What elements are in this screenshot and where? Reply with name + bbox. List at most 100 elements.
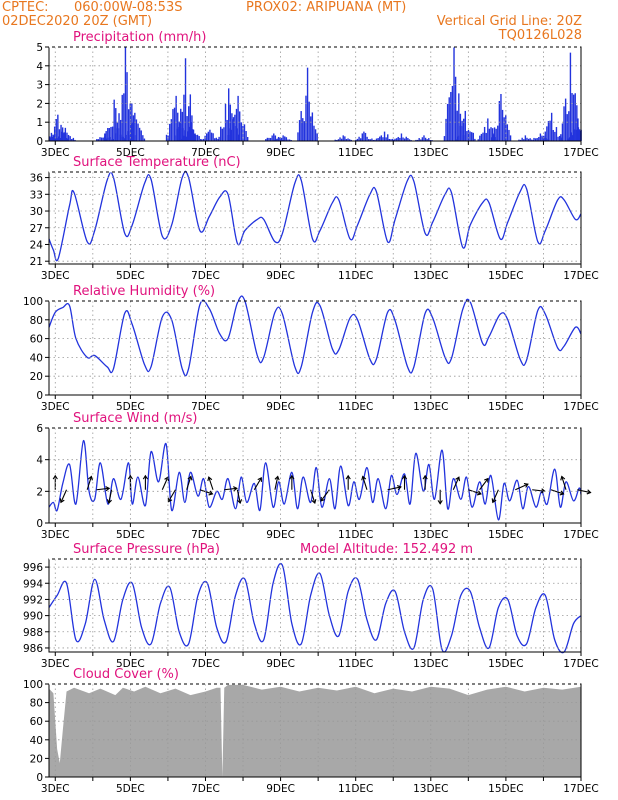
y-tick-label: 80 (30, 698, 43, 710)
precip-bar (394, 138, 396, 141)
x-tick-label: 15DEC (488, 270, 523, 282)
x-tick-label: 7DEC (191, 658, 220, 670)
precip-bar (477, 139, 479, 141)
precip-bar (361, 133, 363, 141)
precip-bar (59, 137, 62, 141)
precip-bar (466, 131, 468, 141)
precip-bar (390, 139, 392, 141)
x-tick-label: 11DEC (338, 401, 373, 413)
wind-vector (387, 486, 402, 491)
precip-bar (229, 128, 231, 141)
y-tick-label: 4 (36, 61, 43, 73)
wind-vector-head (187, 475, 193, 481)
y-tick-label: 5 (36, 42, 43, 54)
precip-bar (472, 132, 474, 141)
precip-bar (239, 111, 241, 141)
precip-bar (490, 127, 492, 141)
y-tick-label: 40 (30, 735, 43, 747)
wind-vector-head (52, 474, 58, 480)
precip-bar (57, 114, 59, 141)
precip-bar (450, 91, 452, 141)
panel-rh: Relative Humidity (%) 0 20 40 60 80 100 3DEC 5DE… (23, 284, 599, 413)
precip-bar (298, 120, 301, 141)
precip-bar (569, 137, 571, 141)
precip-bar (277, 138, 280, 141)
precip-bar (310, 116, 312, 141)
precip-bar (505, 114, 507, 141)
wind-vector-head (274, 475, 280, 481)
precip-bar (137, 123, 139, 141)
precip-bar (446, 103, 449, 141)
precip-bar (308, 101, 310, 141)
wind-vector (236, 489, 241, 504)
precip-bar (131, 103, 133, 141)
precip-bar (458, 135, 460, 141)
wind-line (48, 440, 582, 521)
precip-bar (574, 129, 576, 141)
y-tick-label: 3 (36, 80, 43, 92)
precip-bar (356, 138, 359, 141)
precip-bar (217, 138, 219, 141)
precip-bar (97, 139, 100, 141)
temp-line (48, 170, 582, 262)
precip-bar (572, 135, 574, 141)
precip-bar (175, 135, 177, 141)
precip-bar (209, 129, 211, 141)
precip-bar (180, 108, 182, 141)
x-tick-label: 13DEC (413, 270, 448, 282)
x-tick-label: 13DEC (413, 147, 448, 159)
x-tick-label: 13DEC (413, 783, 448, 795)
precip-bar (135, 119, 138, 141)
precip-bar (266, 137, 269, 141)
x-tick-label: 15DEC (488, 401, 523, 413)
precip-bar (407, 138, 409, 141)
y-tick-label: 100 (23, 679, 43, 691)
precip-bar (539, 133, 542, 141)
precip-bar (337, 139, 340, 141)
precip-bar (53, 126, 56, 141)
precip-bar (132, 122, 134, 141)
precip-bar (113, 99, 115, 141)
wind-vector-head (586, 489, 592, 495)
panel-title: Precipitation (mm/h) (73, 30, 206, 45)
y-tick-label: 2 (36, 486, 43, 498)
x-tick-label: 11DEC (338, 783, 373, 795)
x-tick-label: 9DEC (266, 401, 295, 413)
precip-bar (421, 137, 424, 141)
precip-bar (66, 132, 68, 141)
precip-bar (408, 139, 411, 141)
precip-bar (302, 118, 304, 141)
x-tick-label: 11DEC (338, 658, 373, 670)
y-tick-label: 33 (30, 189, 43, 201)
precip-bar (243, 124, 246, 141)
precip-bar (568, 111, 570, 141)
precip-bar (61, 131, 63, 141)
precip-bar (316, 133, 318, 141)
y-tick-label: 996 (23, 562, 43, 574)
x-tick-label: 5DEC (116, 529, 145, 541)
precip-bar (497, 125, 499, 141)
precip-bar (334, 139, 336, 141)
x-tick-label: 3DEC (41, 783, 70, 795)
y-tick-label: 6 (36, 423, 43, 435)
y-tick-label: 994 (23, 578, 43, 590)
precip-bar (240, 122, 242, 141)
precip-bar (265, 139, 267, 141)
y-tick-label: 20 (30, 753, 43, 765)
precip-bar (366, 136, 368, 141)
precip-bar (555, 127, 558, 141)
precip-bar (571, 93, 573, 141)
precip-bar (124, 138, 126, 141)
panel-title: Cloud Cover (%) (73, 667, 179, 682)
x-tick-label: 17DEC (563, 401, 598, 413)
wind-vector-head (106, 499, 112, 505)
precip-bar (469, 131, 471, 141)
precip-bar (234, 114, 236, 141)
y-tick-label: 30 (30, 206, 43, 218)
precip-bar (72, 137, 75, 141)
x-tick-label: 7DEC (191, 401, 220, 413)
y-tick-label: 4 (36, 455, 43, 467)
precip-bar (71, 139, 73, 141)
wind-vector (452, 476, 460, 490)
precip-bar (196, 134, 199, 141)
